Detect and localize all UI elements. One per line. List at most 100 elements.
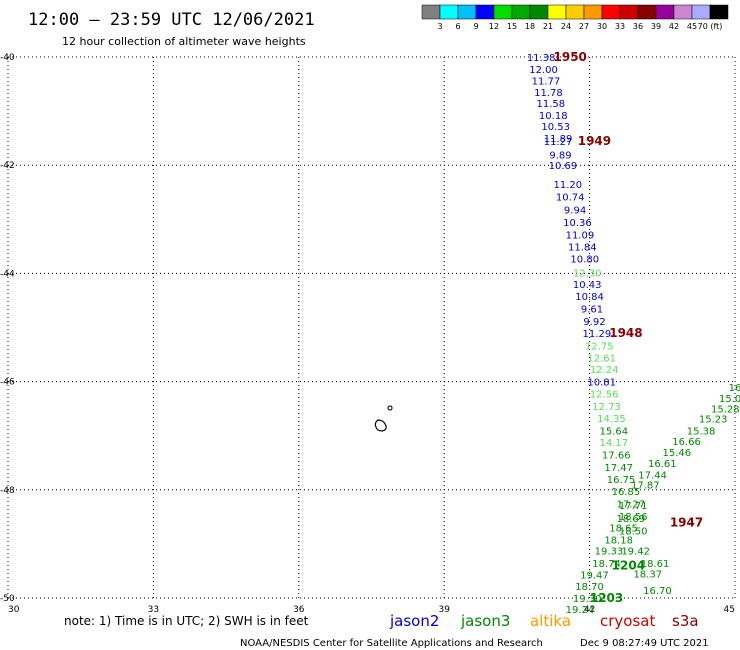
swh-point: 16.85 (612, 487, 641, 498)
colorbar-swatch (691, 4, 711, 20)
swh-point: 18.50 (619, 526, 648, 537)
y-tick-label: -42 (0, 161, 15, 171)
islet-outline (387, 405, 393, 411)
swh-point: 19.30 (573, 594, 602, 605)
swh-point: 10.36 (563, 218, 592, 229)
colorbar-swatch (493, 4, 513, 20)
swh-point: 9.94 (564, 206, 586, 217)
pass-time-label: 1950 (554, 50, 587, 64)
colorbar-label: 33 (615, 22, 625, 31)
island-outline (374, 419, 387, 432)
swh-point: 16.66 (672, 437, 701, 448)
colorbar-swatch (655, 4, 675, 20)
swh-point: 11.84 (568, 242, 597, 253)
colorbar-label: 39 (651, 22, 661, 31)
swh-point: 14.35 (597, 414, 626, 425)
swh-point: 11.38 (527, 53, 556, 64)
pass-time-label: 1949 (578, 134, 611, 148)
swh-point: 15.64 (600, 426, 629, 437)
colorbar-swatch (619, 4, 639, 20)
swh-point: 10.18 (539, 111, 568, 122)
swh-point: 17.71 (619, 501, 648, 512)
colorbar-swatch (475, 4, 495, 20)
swh-point: 10.74 (556, 193, 585, 204)
swh-point: 14.17 (600, 438, 629, 449)
colorbar-swatch (709, 4, 729, 20)
colorbar-label: 42 (669, 22, 679, 31)
colorbar-label: 9 (473, 22, 478, 31)
colorbar-label: 24 (561, 22, 571, 31)
satellite-legend-altika: altika (530, 612, 571, 630)
colorbar-swatch (529, 4, 549, 20)
swh-point: 19.33 (595, 546, 624, 557)
swh-point: 11.58 (537, 99, 566, 110)
footer-timestamp: Dec 9 08:27:49 UTC 2021 (580, 638, 709, 649)
swh-point: 18.69 (616, 514, 645, 525)
colorbar-swatch (673, 4, 693, 20)
y-tick-label: -46 (0, 378, 15, 388)
y-tick-label: -50 (0, 594, 15, 604)
colorbar-swatch (421, 4, 441, 20)
colorbar-label: 6 (455, 22, 460, 31)
swh-point: 11.29 (583, 329, 612, 340)
colorbar-swatch (511, 4, 531, 20)
colorbar-label: 3 (437, 22, 442, 31)
satellite-legend-jason3: jason3 (460, 612, 510, 630)
swh-point: 12.73 (592, 402, 621, 413)
colorbar-swatch (637, 4, 657, 20)
colorbar-label: 12 (489, 22, 499, 31)
swh-point: 19.42 (621, 546, 650, 557)
satellite-legend-s3a: s3a (672, 612, 699, 630)
swh-point: 9.61 (581, 305, 603, 316)
swh-point: 9.92 (583, 317, 605, 328)
swh-point: 12.75 (585, 341, 614, 352)
swh-point: 12.00 (529, 65, 558, 76)
satellite-legend-cryosat: cryosat (600, 612, 655, 630)
colorbar-label: 21 (543, 22, 553, 31)
satellite-legend-jason2: jason2 (389, 612, 439, 630)
x-tick-label: 39 (438, 605, 450, 615)
swh-point: 15.0 (719, 394, 740, 405)
swh-values: 11.3812.0011.7711.7811.5810.1810.5311.89… (527, 53, 740, 616)
swh-point: 17.66 (602, 451, 631, 462)
colorbar-label: 45 (687, 22, 697, 31)
swh-point: 11.78 (534, 88, 563, 99)
pass-times: 1950 1949 1948 1947 1204 1203 (554, 50, 704, 605)
swh-point: 11.27 (544, 137, 573, 148)
chart-title: 12:00 — 23:59 UTC 12/06/2021 (28, 10, 315, 30)
colorbar-label: 15 (507, 22, 517, 31)
colorbar-label: 27 (579, 22, 589, 31)
swh-point: 15.38 (687, 426, 716, 437)
x-tick-label: 36 (293, 605, 305, 615)
satellite-legend: jason2 jason3 altika cryosat s3a (389, 612, 699, 630)
swh-point: 19.47 (580, 571, 609, 582)
swh-point: 12.56 (590, 390, 619, 401)
footer-note: note: 1) Time is in UTC; 2) SWH is in fe… (64, 614, 309, 628)
swh-point: 18.61 (641, 559, 670, 570)
chart-subtitle: 12 hour collection of altimeter wave hei… (62, 35, 306, 48)
pass-time-label: 1203 (590, 591, 623, 605)
swh-point: 9.89 (549, 150, 571, 161)
swh-point: 11.77 (532, 76, 561, 87)
swh-point: 12.30 (573, 268, 602, 279)
swh-point: 11.09 (566, 230, 595, 241)
swh-point: 18.70 (575, 582, 604, 593)
swh-point: 10.53 (541, 122, 570, 133)
swh-point: 11.20 (553, 180, 582, 191)
colorbar-label: 70 (ft) (698, 22, 723, 31)
swh-point: 10.69 (549, 161, 578, 172)
swh-point: 17.44 (638, 471, 667, 482)
swh-point: 15.46 (663, 448, 692, 459)
swh-point: 19.24 (566, 605, 595, 616)
pass-time-label: 1204 (612, 559, 645, 573)
swh-point: 10.84 (575, 292, 604, 303)
swh-point: 10.81 (587, 378, 616, 389)
y-tick-label: -40 (0, 53, 15, 63)
swh-point: 18.74 (592, 559, 621, 570)
colorbar-label: 36 (633, 22, 643, 31)
colorbar-label: 18 (525, 22, 535, 31)
swh-point: 11.89 (544, 134, 573, 145)
swh-point: 10.80 (570, 254, 599, 265)
